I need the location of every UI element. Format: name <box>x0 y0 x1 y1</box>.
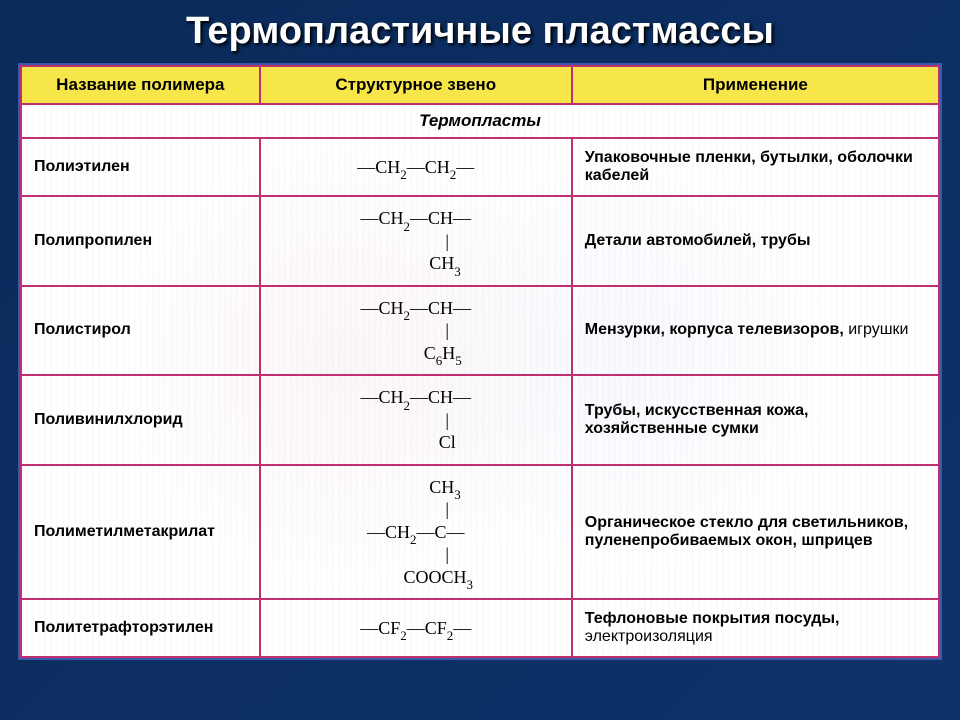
cell-polymer-name: Политетрафторэтилен <box>21 599 260 657</box>
polymers-table: Название полимера Структурное звено Прим… <box>20 65 940 658</box>
cell-use: Мензурки, корпуса телевизоров, игрушки <box>572 286 939 376</box>
cell-structure: —CH2—CH— | Cl <box>260 375 572 465</box>
page-title: Термопластичные пластмассы <box>18 10 942 53</box>
cell-structure: —CH2—CH— | C6H5 <box>260 286 572 376</box>
slide: Термопластичные пластмассы Название поли… <box>0 0 960 720</box>
cell-polymer-name: Полиэтилен <box>21 138 260 196</box>
cell-use: Тефлоновые покрытия посуды, электроизоля… <box>572 599 939 657</box>
table-row: Политетрафторэтилен—CF2—CF2—Тефлоновые п… <box>21 599 939 657</box>
cell-polymer-name: Полиметилметакрилат <box>21 465 260 600</box>
table-subheading: Термопласты <box>21 104 939 138</box>
cell-polymer-name: Полистирол <box>21 286 260 376</box>
cell-use: Упаковочные пленки, бутылки, оболочки ка… <box>572 138 939 196</box>
cell-polymer-name: Полипропилен <box>21 196 260 286</box>
table-row: Поливинилхлорид—CH2—CH— | ClТрубы, искус… <box>21 375 939 465</box>
cell-structure: CH3 | —CH2—C— | COOCH3 <box>260 465 572 600</box>
table-container: Название полимера Структурное звено Прим… <box>18 63 942 660</box>
col-header-use: Применение <box>572 66 939 104</box>
cell-structure: —CH2—CH2— <box>260 138 572 196</box>
col-header-structure: Структурное звено <box>260 66 572 104</box>
table-row: Полистирол—CH2—CH— | C6H5Мензурки, корпу… <box>21 286 939 376</box>
table-row: Полиэтилен—CH2—CH2—Упаковочные пленки, б… <box>21 138 939 196</box>
table-body: ТермопластыПолиэтилен—CH2—CH2—Упаковочны… <box>21 104 939 657</box>
cell-use: Трубы, искусственная кожа, хозяйственные… <box>572 375 939 465</box>
cell-structure: —CH2—CH— | CH3 <box>260 196 572 286</box>
cell-structure: —CF2—CF2— <box>260 599 572 657</box>
table-row: Полипропилен—CH2—CH— | CH3Детали автомоб… <box>21 196 939 286</box>
cell-polymer-name: Поливинилхлорид <box>21 375 260 465</box>
table-row: Полиметилметакрилат CH3 | —CH2—C— | COOC… <box>21 465 939 600</box>
table-subheading-row: Термопласты <box>21 104 939 138</box>
table-header: Название полимера Структурное звено Прим… <box>21 66 939 104</box>
cell-use: Детали автомобилей, трубы <box>572 196 939 286</box>
cell-use: Органическое стекло для светильников, пу… <box>572 465 939 600</box>
col-header-name: Название полимера <box>21 66 260 104</box>
